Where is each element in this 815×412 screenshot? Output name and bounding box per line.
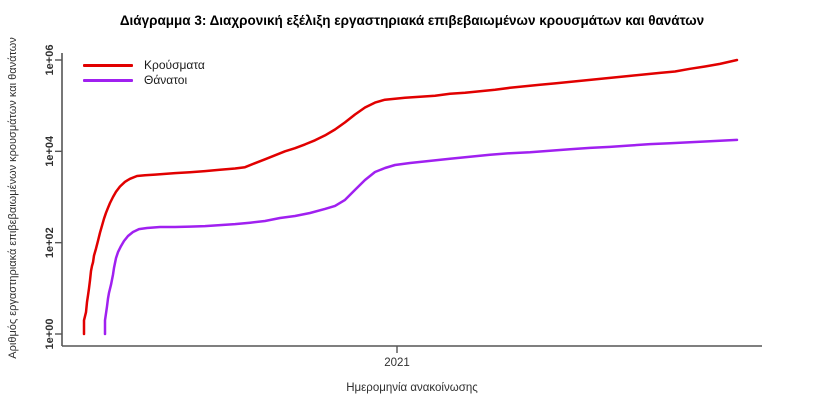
legend-item-cases: Κρούσματα <box>83 59 205 71</box>
legend-line-deaths <box>83 78 133 82</box>
y-tick-label: 1e+04 <box>44 135 56 167</box>
legend-line-cases <box>83 63 133 67</box>
series-line-deaths <box>103 138 739 336</box>
y-tick-label: 1e+06 <box>44 45 56 76</box>
y-tick-label: 1e+02 <box>44 227 56 258</box>
legend-label-deaths: Θάνατοι <box>144 73 188 87</box>
x-tick-label: 2021 <box>384 357 410 369</box>
legend-item-deaths: Θάνατοι <box>83 74 205 86</box>
legend-label-cases: Κρούσματα <box>144 58 205 72</box>
chart-title: Διάγραμμα 3: Διαχρονική εξέλιξη εργαστηρ… <box>119 13 705 28</box>
x-axis-label: Ημερομηνία ανακοίνωσης <box>346 382 478 394</box>
series-line-cases <box>82 58 739 336</box>
legend: Κρούσματα Θάνατοι <box>83 59 205 86</box>
y-tick-label: 1e+00 <box>44 319 56 350</box>
